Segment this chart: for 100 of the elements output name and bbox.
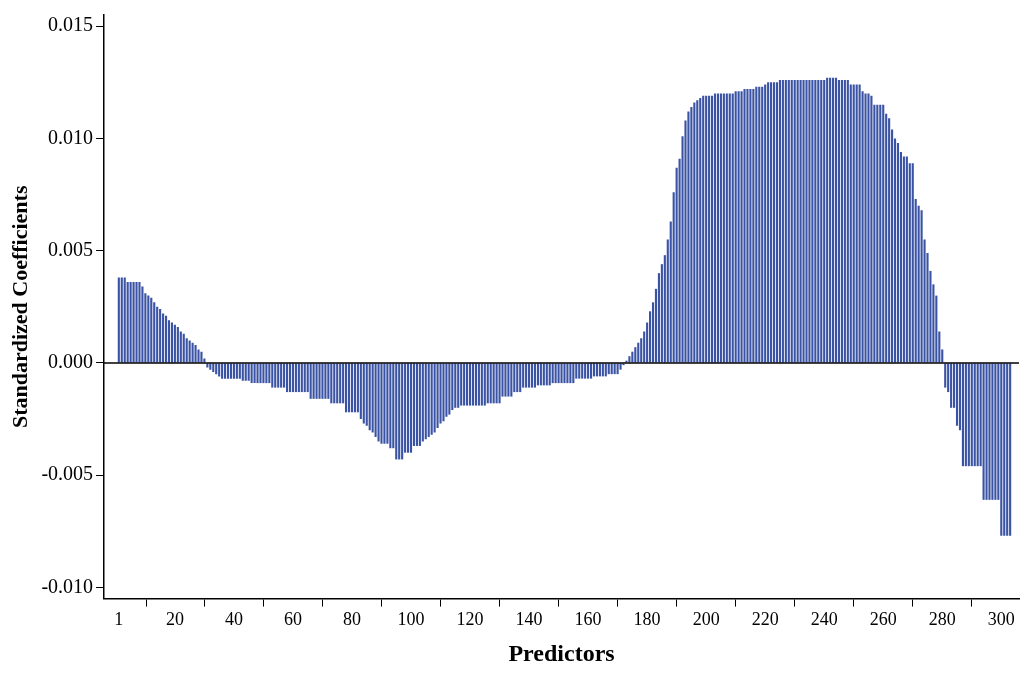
bar	[291, 363, 295, 393]
bar	[955, 363, 959, 426]
bar	[330, 363, 333, 404]
bar	[200, 351, 203, 363]
bar	[226, 363, 230, 379]
bar	[324, 363, 327, 399]
bar	[347, 363, 351, 413]
bar	[466, 363, 469, 406]
bar	[283, 363, 286, 388]
bar	[377, 363, 380, 442]
bar	[350, 363, 354, 413]
bar	[371, 363, 374, 433]
bar	[421, 363, 424, 442]
bar	[967, 363, 970, 467]
bar	[253, 363, 256, 384]
bar	[386, 363, 389, 444]
bar	[758, 86, 761, 363]
x-tick-label: 260	[869, 609, 897, 630]
bar	[141, 286, 144, 363]
bar	[345, 363, 348, 413]
bar	[566, 363, 569, 384]
bar	[448, 363, 451, 415]
bar	[265, 363, 268, 384]
bar	[705, 95, 708, 363]
bar	[731, 93, 734, 363]
bar	[569, 363, 572, 384]
bar	[696, 100, 699, 363]
bar	[303, 363, 306, 393]
bar	[637, 342, 640, 363]
bar	[988, 363, 991, 500]
bar	[687, 111, 690, 363]
bar	[778, 80, 781, 363]
bar	[796, 80, 799, 363]
bar	[808, 80, 811, 363]
x-tick-label: 60	[283, 609, 302, 630]
bar	[132, 282, 135, 363]
x-tick-label: 300	[987, 609, 1015, 630]
bar	[309, 363, 312, 399]
bar	[179, 331, 182, 363]
x-tick-label: 20	[165, 609, 184, 630]
y-tick-label: 0.005	[48, 237, 94, 260]
bar	[764, 84, 767, 363]
bar	[294, 363, 297, 393]
bar	[380, 363, 383, 444]
bar	[770, 82, 773, 363]
bar	[395, 363, 398, 460]
x-tick-label: 100	[397, 609, 425, 630]
bar	[424, 363, 427, 440]
bar	[477, 363, 480, 406]
bar	[755, 86, 758, 363]
bar	[362, 363, 365, 424]
x-tick-label: 40	[224, 609, 243, 630]
bar	[834, 77, 838, 363]
bar	[728, 93, 731, 363]
bar	[557, 363, 560, 384]
bar	[693, 102, 696, 363]
bar	[194, 344, 197, 363]
bar	[855, 84, 858, 363]
bar	[584, 363, 587, 379]
bar	[451, 363, 454, 411]
bar	[247, 363, 250, 381]
bar	[468, 363, 472, 406]
bar	[185, 338, 188, 363]
bar	[864, 93, 867, 363]
bar	[507, 363, 510, 397]
bar	[840, 80, 843, 363]
bar	[333, 363, 336, 404]
bar	[401, 363, 404, 460]
bar	[846, 80, 849, 363]
bar	[823, 80, 826, 363]
bar	[191, 342, 194, 363]
bar	[268, 363, 271, 384]
bar	[1000, 363, 1003, 536]
bar	[752, 89, 755, 363]
bar	[312, 363, 315, 399]
bar	[288, 363, 292, 393]
bar	[1009, 363, 1012, 536]
x-tick-label: 220	[751, 609, 779, 630]
bar	[182, 333, 185, 363]
bar	[389, 363, 392, 449]
bar	[271, 363, 274, 388]
bar	[902, 156, 905, 363]
bar	[359, 363, 362, 420]
bar	[690, 107, 693, 363]
bar	[510, 363, 513, 397]
bar	[587, 363, 590, 379]
bar	[398, 363, 401, 460]
bar	[471, 363, 475, 406]
bar	[950, 363, 953, 408]
bar	[858, 84, 861, 363]
bar	[159, 309, 162, 363]
bar	[628, 356, 631, 363]
bar	[454, 363, 457, 408]
bar	[973, 363, 976, 467]
bar	[572, 363, 575, 384]
x-tick-label: 240	[810, 609, 838, 630]
bar	[492, 363, 495, 404]
bar	[634, 347, 637, 363]
bar	[285, 363, 289, 393]
x-tick-label: 280	[928, 609, 956, 630]
